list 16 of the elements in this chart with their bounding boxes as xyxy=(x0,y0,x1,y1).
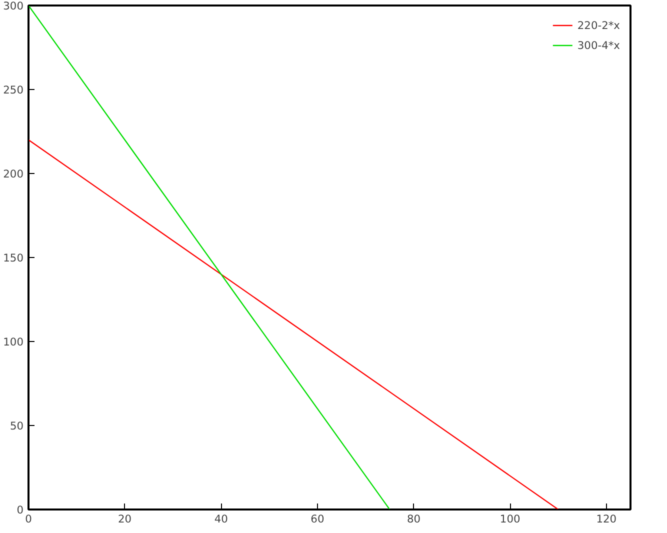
x-tick-label: 40 xyxy=(214,512,228,526)
y-tick-label: 150 xyxy=(3,252,24,264)
x-tick-label: 20 xyxy=(118,512,132,526)
y-tick-label: 200 xyxy=(3,168,24,180)
y-tick-label: 300 xyxy=(3,0,24,12)
x-tick-label: 60 xyxy=(310,512,324,526)
y-tick-label: 250 xyxy=(3,84,24,96)
x-tick-label: 100 xyxy=(500,512,520,526)
x-tick-label: 80 xyxy=(407,512,421,526)
legend-label: 300-4*x xyxy=(577,38,620,52)
legend-label: 220-2*x xyxy=(577,18,620,32)
y-tick-label: 50 xyxy=(10,420,24,432)
x-tick-label: 120 xyxy=(596,512,617,526)
y-tick-label: 100 xyxy=(3,336,24,348)
y-tick-label: 0 xyxy=(16,504,24,516)
x-tick-label: 0 xyxy=(25,512,32,526)
